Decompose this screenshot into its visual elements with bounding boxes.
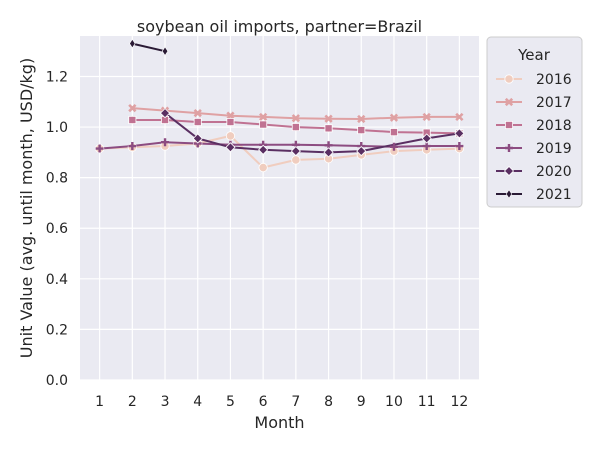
series-line-2021	[132, 42, 166, 53]
data-point-2018	[291, 123, 300, 132]
x-tick-label: 1	[95, 394, 104, 410]
x-axis-label: Month	[254, 413, 304, 432]
data-point-2018	[357, 126, 366, 135]
data-point-2016	[258, 162, 268, 173]
legend-marker-2021	[505, 189, 513, 199]
legend-label-2021: 2021	[536, 187, 572, 203]
y-tick-label: 0.4	[46, 272, 68, 288]
y-tick-label: 0.0	[46, 373, 68, 389]
data-point-2017	[455, 112, 464, 122]
data-point-2019	[389, 142, 398, 151]
x-tick-labels: 1 2 3 4 5 6 7 8 9 10 11 12	[95, 394, 468, 410]
data-point-2020	[356, 146, 367, 157]
data-point-2019	[95, 144, 104, 153]
data-point-2018	[193, 118, 202, 127]
chart-title: soybean oil imports, partner=Brazil	[137, 17, 422, 36]
x-tick-label: 8	[324, 394, 333, 410]
x-tick-label: 9	[357, 394, 366, 410]
x-tick-label: 3	[161, 394, 170, 410]
grid	[80, 36, 479, 381]
x-tick-label: 2	[128, 394, 137, 410]
data-point-2019	[455, 142, 464, 151]
legend-label-2019: 2019	[536, 141, 572, 157]
data-point-2018	[259, 120, 268, 129]
legend-label-2020: 2020	[536, 164, 572, 180]
x-tick-label: 12	[450, 394, 468, 410]
data-point-2020	[421, 133, 432, 144]
y-axis-label: Unit Value (avg. until month, USD/kg)	[17, 58, 36, 358]
x-tick-label: 7	[291, 394, 300, 410]
legend-label-2018: 2018	[536, 118, 572, 134]
y-tick-label: 1.0	[46, 120, 68, 136]
data-point-2018	[226, 118, 235, 127]
data-point-2020	[454, 128, 465, 139]
y-tick-label: 0.6	[46, 221, 68, 237]
y-tick-label: 1.2	[46, 69, 68, 85]
plot-background	[80, 36, 479, 380]
data-point-2017	[357, 114, 366, 124]
legend-title: Year	[517, 46, 551, 64]
legend-label-2016: 2016	[536, 72, 572, 88]
data-point-2016	[291, 155, 301, 165]
data-point-2020	[258, 144, 269, 155]
legend-label-2017: 2017	[536, 95, 572, 111]
series-markers	[95, 38, 465, 173]
data-point-2017	[259, 112, 268, 122]
legend-marker-2017	[504, 97, 514, 107]
data-point-2017	[226, 111, 235, 120]
legend-marker-2020	[503, 165, 515, 177]
data-point-2016	[225, 131, 236, 141]
data-point-2018	[324, 124, 333, 133]
data-point-2017	[422, 112, 431, 122]
data-point-2020	[290, 146, 301, 157]
data-point-2017	[324, 114, 333, 123]
series-line-2019	[99, 141, 460, 150]
legend-marker-2018	[504, 121, 513, 130]
y-tick-labels: 0.0 0.2 0.4 0.6 0.8 1.0 1.2	[46, 69, 68, 389]
data-point-2018	[389, 128, 398, 137]
data-point-2019	[161, 138, 170, 147]
data-point-2017	[128, 103, 137, 113]
data-point-2017	[389, 113, 399, 122]
data-point-2021	[129, 38, 136, 49]
x-tick-label: 6	[259, 394, 268, 410]
data-point-2020	[323, 147, 334, 158]
data-point-2020	[159, 108, 171, 119]
x-tick-label: 11	[418, 394, 436, 410]
x-tick-label: 10	[385, 394, 403, 410]
legend-items: 2016 2017 2018 2019 2020 2021	[496, 72, 572, 203]
data-point-2017	[193, 109, 202, 118]
y-tick-label: 0.8	[46, 171, 68, 187]
legend: Year 2016 2017 2018 2019 2020 2021	[486, 36, 583, 208]
x-tick-label: 4	[193, 394, 202, 410]
data-point-2018	[128, 115, 137, 124]
data-point-2020	[192, 133, 203, 144]
data-point-2021	[161, 46, 169, 56]
legend-marker-2016	[504, 74, 514, 84]
data-point-2020	[225, 142, 236, 153]
y-tick-label: 0.2	[46, 322, 68, 338]
series-line-2016	[99, 134, 460, 169]
legend-marker-2019	[505, 144, 513, 152]
data-point-2017	[291, 114, 300, 123]
data-point-2019	[128, 142, 137, 151]
x-tick-label: 5	[226, 394, 235, 410]
